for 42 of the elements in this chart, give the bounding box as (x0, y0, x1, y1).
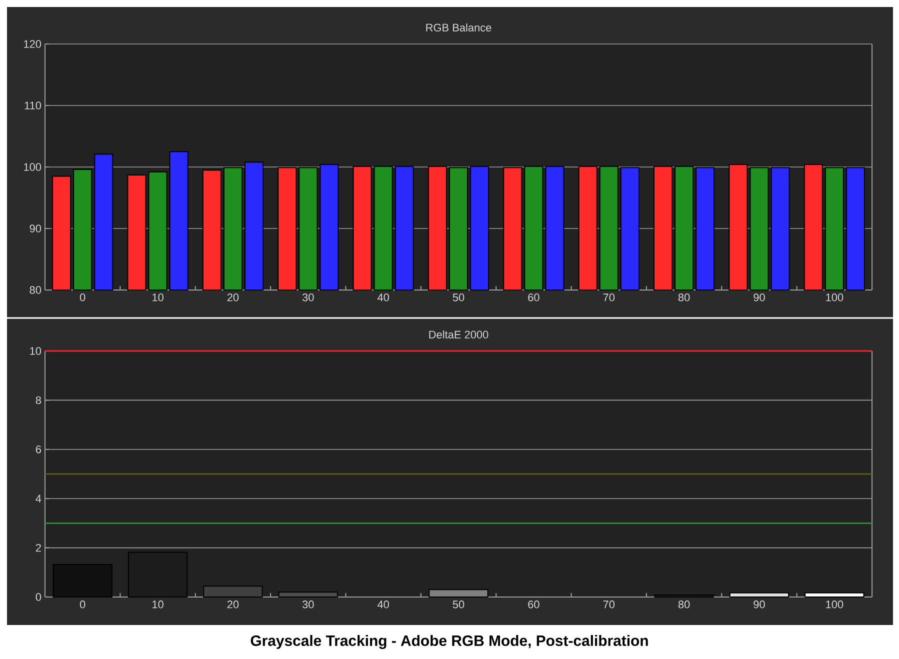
x-tick-label: 20 (227, 294, 239, 302)
bar (729, 592, 790, 598)
chart-title: RGB Balance (426, 23, 492, 32)
x-tick-label: 10 (152, 294, 164, 302)
x-tick-label: 50 (452, 294, 464, 302)
x-tick-label: 80 (678, 600, 690, 608)
x-tick-label: 90 (754, 294, 765, 302)
x-tick-label: 60 (528, 600, 540, 608)
bar (203, 586, 263, 598)
x-tick-label: 70 (603, 600, 615, 608)
x-tick-label: 90 (754, 600, 765, 608)
x-tick-label: 40 (377, 600, 389, 608)
bar (278, 592, 338, 598)
x-tick-label: 100 (826, 600, 844, 608)
bar (52, 564, 112, 598)
y-tick-label: 2 (36, 544, 41, 552)
x-tick-label: 20 (227, 600, 239, 608)
x-tick-label: 40 (377, 294, 389, 302)
x-tick-label: 10 (152, 600, 164, 608)
x-tick-label: 100 (826, 294, 844, 302)
y-tick-label: 0 (36, 593, 42, 601)
x-tick-label: 80 (678, 294, 690, 302)
y-tick-label: 8 (36, 396, 41, 404)
y-tick-label: 90 (30, 224, 42, 232)
y-tick-label: 110 (24, 102, 42, 110)
y-tick-label: 10 (30, 347, 42, 355)
x-tick-label: 30 (302, 294, 314, 302)
y-tick-label: 6 (36, 446, 41, 454)
x-tick-label: 60 (528, 294, 540, 302)
chart-title: DeltaE 2000 (429, 330, 488, 338)
bar (428, 589, 488, 598)
x-tick-label: 0 (80, 600, 86, 608)
bar (804, 592, 864, 598)
x-tick-label: 0 (80, 294, 86, 302)
text: Grayscale Tracking - Adobe RGB Mode, Post-calibration (250, 635, 648, 650)
x-tick-label: 70 (603, 294, 615, 302)
x-tick-label: 50 (452, 600, 464, 608)
y-tick-label: 4 (36, 494, 42, 502)
y-tick-label: 120 (24, 40, 42, 48)
y-tick-label: 80 (30, 286, 42, 294)
y-tick-label: 100 (24, 163, 42, 171)
x-tick-label: 30 (302, 600, 314, 608)
